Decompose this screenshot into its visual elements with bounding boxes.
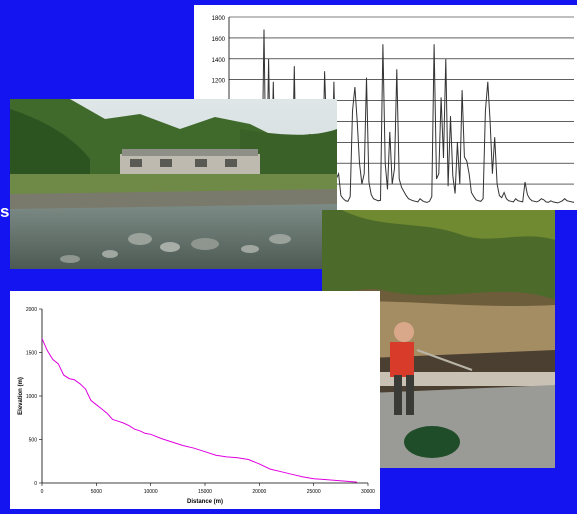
river-photo (10, 99, 337, 269)
x-tick-label: 5000 (91, 489, 102, 495)
x-tick-label: 10000 (144, 489, 158, 495)
river-photo-illustration (10, 99, 337, 269)
x-tick-label: 20000 (252, 489, 266, 495)
y-tick-label: 1800 (212, 16, 226, 22)
y-tick-label: 2000 (26, 307, 37, 313)
y-tick-label: 500 (29, 438, 38, 444)
partial-slide-text: s (0, 202, 10, 221)
y-tick-label: 1000 (26, 394, 37, 400)
y-axis-label: Elevation (m) (18, 377, 24, 415)
x-tick-label: 25000 (307, 489, 321, 495)
y-tick-label: 1200 (212, 79, 226, 85)
elevation-profile-chart: 0 500 1000 1500 2000 0 5000 10000 15000 20000 2500… (10, 291, 380, 509)
y-tick-label: 1400 (212, 58, 226, 64)
x-tick-label: 0 (41, 489, 44, 495)
x-tick-label: 15000 (198, 489, 212, 495)
elevation-series-line (41, 338, 358, 483)
y-tick-label: 1600 (212, 37, 226, 43)
x-tick-label: 30000 (361, 489, 375, 495)
y-tick-label: 0 (34, 481, 37, 487)
y-tick-label: 1500 (26, 351, 37, 357)
x-axis-label: Distance (m) (187, 499, 223, 505)
